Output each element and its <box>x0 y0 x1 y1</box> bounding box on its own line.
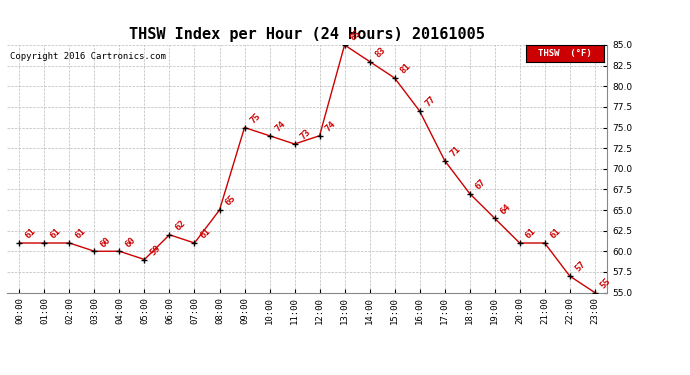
Text: 60: 60 <box>124 235 137 249</box>
Text: 74: 74 <box>324 120 337 134</box>
Text: 59: 59 <box>148 243 163 257</box>
Text: 55: 55 <box>599 276 613 290</box>
Text: 61: 61 <box>524 227 538 241</box>
Text: 62: 62 <box>174 219 188 232</box>
Text: 61: 61 <box>48 227 63 241</box>
Text: 57: 57 <box>574 260 588 274</box>
Text: 65: 65 <box>224 194 237 208</box>
Text: 61: 61 <box>23 227 37 241</box>
Text: 67: 67 <box>474 177 488 191</box>
Text: 61: 61 <box>199 227 213 241</box>
Text: 61: 61 <box>549 227 563 241</box>
Text: 85: 85 <box>348 29 363 43</box>
Text: 73: 73 <box>299 128 313 142</box>
Text: 74: 74 <box>274 120 288 134</box>
Text: 61: 61 <box>74 227 88 241</box>
Text: 64: 64 <box>499 202 513 216</box>
Title: THSW Index per Hour (24 Hours) 20161005: THSW Index per Hour (24 Hours) 20161005 <box>129 27 485 42</box>
Text: 81: 81 <box>399 62 413 76</box>
Text: 75: 75 <box>248 111 263 125</box>
Text: 83: 83 <box>374 45 388 59</box>
Text: Copyright 2016 Cartronics.com: Copyright 2016 Cartronics.com <box>10 53 166 62</box>
Text: 77: 77 <box>424 95 437 109</box>
Text: 71: 71 <box>448 144 463 158</box>
Text: 60: 60 <box>99 235 112 249</box>
